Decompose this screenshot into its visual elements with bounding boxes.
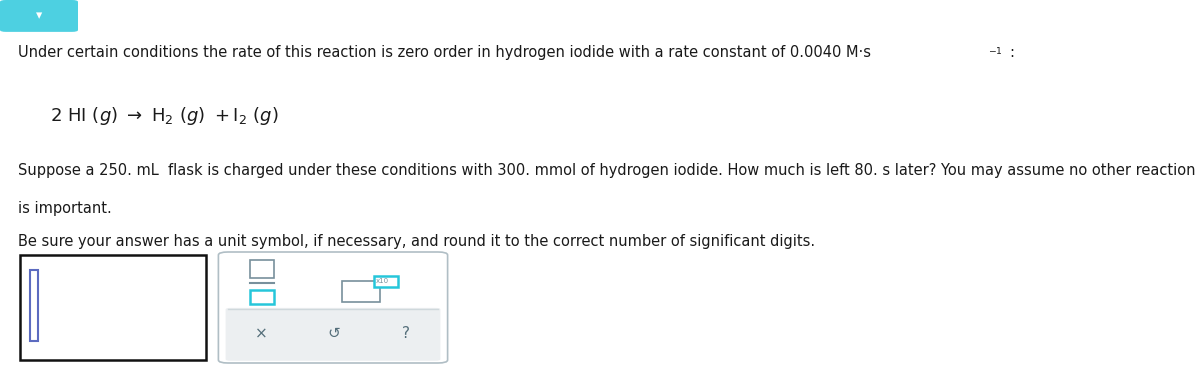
FancyBboxPatch shape [226, 308, 440, 361]
Text: Be sure your answer has a unit symbol, if necessary, and round it to the correct: Be sure your answer has a unit symbol, i… [18, 234, 815, 249]
Text: :: : [1009, 45, 1014, 60]
FancyBboxPatch shape [342, 281, 380, 302]
FancyBboxPatch shape [0, 0, 78, 32]
Text: Under certain conditions the rate of this reaction is zero order in hydrogen iod: Under certain conditions the rate of thi… [18, 45, 871, 60]
Text: ×: × [256, 326, 268, 341]
FancyBboxPatch shape [250, 260, 274, 278]
Text: $^{-1}$: $^{-1}$ [988, 47, 1002, 60]
Text: $2\ \mathrm{HI}\ (g)\ \rightarrow\ \mathrm{H_2}\ (g)\ +\mathrm{I_2}\ (g)$: $2\ \mathrm{HI}\ (g)\ \rightarrow\ \math… [50, 105, 278, 127]
Text: ↺: ↺ [328, 326, 340, 341]
FancyBboxPatch shape [218, 252, 448, 363]
Text: is important.: is important. [18, 201, 112, 216]
FancyBboxPatch shape [250, 290, 274, 304]
Text: ▾: ▾ [36, 9, 42, 22]
Text: Suppose a 250. mL  flask is charged under these conditions with 300. mmol of hyd: Suppose a 250. mL flask is charged under… [18, 163, 1195, 178]
Text: x10: x10 [376, 278, 389, 284]
FancyBboxPatch shape [374, 276, 398, 287]
FancyBboxPatch shape [30, 270, 38, 341]
Text: ?: ? [402, 326, 409, 341]
FancyBboxPatch shape [20, 255, 206, 360]
